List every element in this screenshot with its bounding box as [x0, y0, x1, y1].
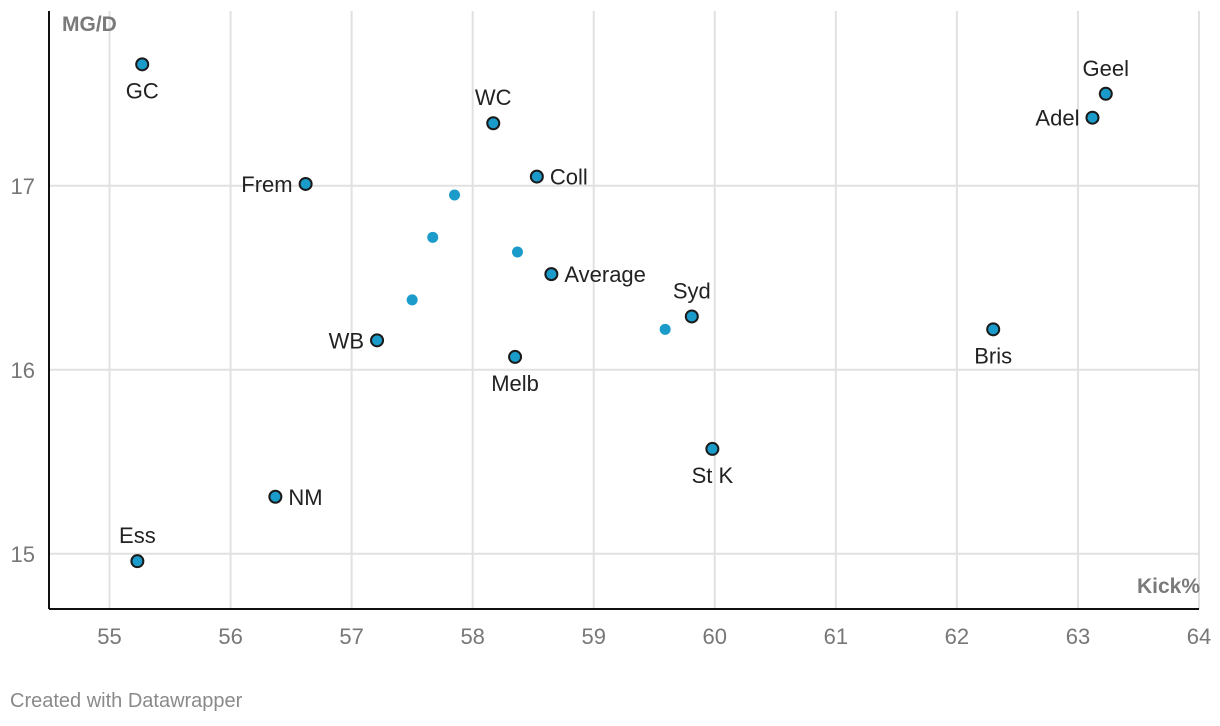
datawrapper-credit: Created with Datawrapper — [10, 690, 243, 712]
point-label-wb: WB — [329, 328, 364, 353]
point-nm — [268, 489, 283, 504]
point-gc — [135, 57, 150, 72]
point-label-gc: GC — [126, 78, 159, 103]
x-tick-label-64: 64 — [1187, 624, 1211, 649]
x-axis-title: Kick% — [1137, 575, 1200, 598]
x-tick-label-63: 63 — [1066, 624, 1090, 649]
point-melb — [508, 349, 523, 364]
point-label-wc: WC — [475, 85, 512, 110]
axis-layer: 55 56 57 58 59 60 61 62 63 64 15 16 17 MG/D Kick% — [11, 11, 1211, 649]
x-tick-label-57: 57 — [339, 624, 363, 649]
point-adel — [1085, 110, 1100, 125]
point-label-geel: Geel — [1083, 56, 1129, 81]
unlabeled-point-3 — [511, 246, 523, 258]
point-label-average: Average — [564, 262, 646, 287]
x-tick-label-58: 58 — [460, 624, 484, 649]
point-label-nm: NM — [288, 485, 322, 510]
point-label-bris: Bris — [974, 343, 1012, 368]
point-coll — [529, 169, 544, 184]
y-tick-label-15: 15 — [11, 542, 35, 567]
point-label-st-k: St K — [692, 463, 734, 488]
x-tick-label-55: 55 — [97, 624, 121, 649]
point-st-k — [705, 441, 720, 456]
grid-layer — [49, 11, 1200, 609]
point-label-adel: Adel — [1035, 106, 1079, 131]
x-tick-label-62: 62 — [945, 624, 969, 649]
point-label-coll: Coll — [550, 165, 588, 190]
x-tick-label-59: 59 — [581, 624, 605, 649]
point-frem — [298, 176, 313, 191]
scatter-chart: 55 56 57 58 59 60 61 62 63 64 15 16 17 MG/D Kick% GC WC… — [11, 11, 1211, 649]
point-label-syd: Syd — [673, 278, 711, 303]
y-axis-title: MG/D — [62, 13, 117, 36]
y-tick-label-17: 17 — [11, 174, 35, 199]
unlabeled-point-2 — [427, 231, 439, 243]
y-tick-label-16: 16 — [11, 358, 35, 383]
point-wc — [486, 116, 501, 131]
point-layer — [130, 57, 1113, 569]
point-bris — [986, 322, 1001, 337]
x-tick-label-56: 56 — [218, 624, 242, 649]
point-wb — [370, 333, 385, 348]
point-geel — [1098, 86, 1113, 101]
unlabeled-point-5 — [659, 323, 671, 335]
point-syd — [684, 309, 699, 324]
unlabeled-point-4 — [406, 294, 418, 306]
point-label-ess: Ess — [119, 523, 156, 548]
point-label-frem: Frem — [241, 172, 292, 197]
point-label-melb: Melb — [491, 371, 539, 396]
point-ess — [130, 554, 145, 569]
x-tick-label-61: 61 — [824, 624, 848, 649]
x-tick-label-60: 60 — [703, 624, 727, 649]
unlabeled-point-1 — [449, 189, 461, 201]
point-average — [544, 267, 559, 282]
